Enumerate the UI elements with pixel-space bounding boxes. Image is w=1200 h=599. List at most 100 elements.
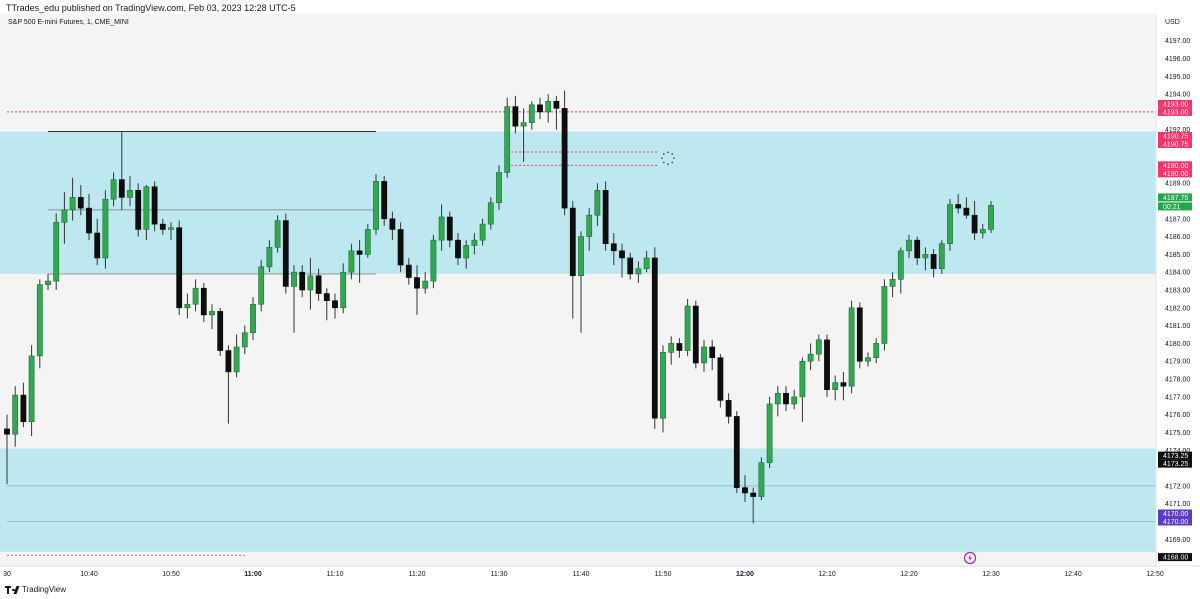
candle-body bbox=[438, 216, 445, 241]
price-tag bbox=[1158, 107, 1192, 116]
candle-body bbox=[922, 254, 929, 259]
candle-body bbox=[332, 300, 338, 309]
price-tag-label: 4170.00 bbox=[1163, 519, 1188, 526]
brand-name: TradingView bbox=[22, 585, 67, 594]
candle-body bbox=[102, 198, 109, 259]
zone bbox=[0, 131, 1156, 274]
candle-body bbox=[315, 275, 322, 294]
time-tick-label: 12:30 bbox=[982, 571, 1000, 578]
price-tick-label: 4175.00 bbox=[1165, 430, 1190, 437]
chart-title: S&P 500 E-mini Futures, 1, CME_MINI bbox=[8, 19, 129, 26]
price-tag-label: 4168.00 bbox=[1163, 555, 1188, 562]
candle-body bbox=[791, 396, 798, 405]
candle-body bbox=[701, 346, 707, 364]
candle-body bbox=[28, 355, 35, 423]
candle-body bbox=[53, 222, 60, 282]
candle-body bbox=[955, 204, 962, 209]
price-tick-label: 4174.00 bbox=[1165, 448, 1190, 455]
candle-body bbox=[135, 189, 142, 230]
price-tag bbox=[1158, 193, 1192, 202]
price-tick-label: 4177.00 bbox=[1165, 394, 1190, 401]
candle-body bbox=[192, 287, 199, 305]
candle-body bbox=[430, 239, 437, 282]
time-tick-label: 12:00 bbox=[736, 571, 754, 578]
markers-layer bbox=[661, 151, 675, 166]
price-tick-label: 4187.00 bbox=[1165, 216, 1190, 223]
candle-body bbox=[77, 197, 84, 209]
candle-body bbox=[94, 232, 101, 259]
candle-body bbox=[176, 227, 183, 309]
time-tick-label: 30 bbox=[3, 571, 11, 578]
time-tick-label: 12:40 bbox=[1064, 571, 1082, 578]
candle-body bbox=[12, 394, 19, 435]
price-tag bbox=[1158, 459, 1192, 468]
candle-body bbox=[299, 271, 306, 291]
price-tag-label: 4190.75 bbox=[1163, 134, 1188, 141]
candle-body bbox=[389, 218, 396, 230]
price-tag-label: 4170.00 bbox=[1163, 511, 1188, 518]
candle-body bbox=[405, 264, 412, 278]
candle-body bbox=[233, 346, 240, 373]
time-tick-label: 12:20 bbox=[900, 571, 918, 578]
candlestick-chart[interactable]: S&P 500 E-mini Futures, 1, CME_MINI USD … bbox=[0, 14, 1200, 580]
candle-body bbox=[528, 104, 535, 123]
price-tick-label: 4176.00 bbox=[1165, 412, 1190, 419]
price-tick-label: 4181.00 bbox=[1165, 323, 1190, 330]
price-tick-label: 4172.00 bbox=[1165, 483, 1190, 490]
candle-body bbox=[553, 100, 560, 109]
candle-body bbox=[504, 106, 511, 173]
candle-body bbox=[159, 223, 166, 230]
loading-dot bbox=[671, 153, 674, 155]
candle-body bbox=[282, 220, 289, 287]
price-tag bbox=[1158, 451, 1192, 460]
price-tick-label: 4183.00 bbox=[1165, 288, 1190, 295]
loading-dot bbox=[671, 161, 674, 164]
price-tag-label: 4173.25 bbox=[1163, 461, 1188, 468]
candle-body bbox=[356, 250, 363, 255]
price-axis-ticks: 4169.00 4171.00 4172.00 4174.00 4175.00 4176.… bbox=[1165, 38, 1190, 544]
levels-layer bbox=[7, 111, 1156, 556]
candle-body bbox=[471, 239, 478, 246]
candle-body bbox=[586, 214, 593, 237]
tradingview-logo[interactable]: TradingView bbox=[5, 585, 66, 594]
price-tag bbox=[1158, 169, 1192, 178]
candle-body bbox=[127, 189, 133, 198]
time-tick-label: 11:00 bbox=[244, 571, 262, 578]
zone bbox=[0, 448, 1156, 552]
candle-body bbox=[783, 392, 789, 405]
price-tick-label: 4192.00 bbox=[1165, 127, 1190, 134]
candle-body bbox=[151, 186, 158, 225]
price-tick-label: 4184.00 bbox=[1165, 270, 1190, 277]
price-tag bbox=[1158, 132, 1192, 140]
price-axis-background bbox=[1156, 14, 1200, 580]
candle-body bbox=[545, 100, 552, 113]
price-axis-currency: USD bbox=[1165, 19, 1180, 26]
candle-body bbox=[291, 271, 297, 287]
price-tick-label: 4197.00 bbox=[1165, 38, 1190, 45]
candle-body bbox=[200, 287, 207, 316]
candles-layer bbox=[4, 90, 994, 524]
price-tag-label: 4187.75 bbox=[1163, 195, 1188, 202]
candle-body bbox=[807, 353, 814, 362]
candle-body bbox=[815, 339, 822, 355]
candle-body bbox=[979, 229, 986, 234]
candle-body bbox=[496, 172, 502, 204]
candle-body bbox=[684, 305, 691, 351]
candle-body bbox=[61, 209, 68, 223]
candle-body bbox=[340, 271, 347, 309]
candle-body bbox=[266, 246, 273, 268]
candle-body bbox=[69, 197, 76, 211]
candle-body bbox=[397, 229, 404, 266]
candle-body bbox=[561, 108, 568, 209]
candle-body bbox=[766, 403, 773, 464]
lightning-icon[interactable] bbox=[963, 551, 977, 565]
candle-body bbox=[118, 179, 125, 198]
candle-body bbox=[717, 357, 724, 401]
candle-body bbox=[225, 350, 232, 373]
candle-body bbox=[323, 293, 330, 301]
price-tick-label: 4178.00 bbox=[1165, 377, 1190, 384]
price-tick-label: 4169.00 bbox=[1165, 537, 1190, 544]
candle-body bbox=[578, 236, 584, 277]
price-tick-label: 4186.00 bbox=[1165, 234, 1190, 241]
